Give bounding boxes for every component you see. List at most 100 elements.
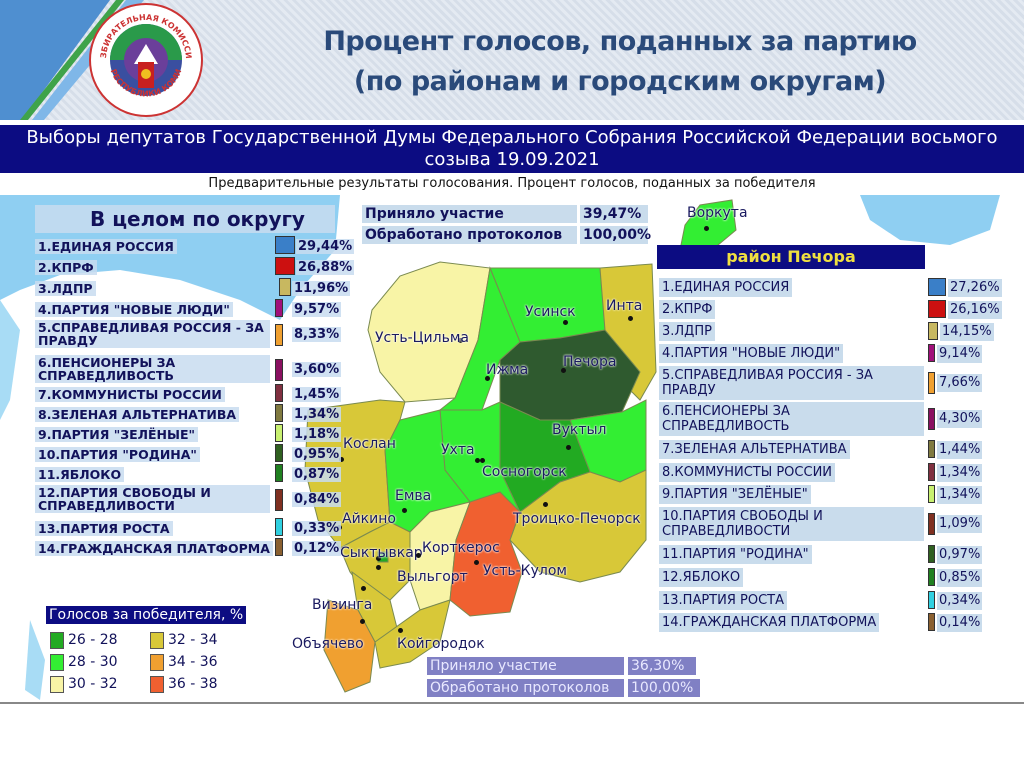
party-label: 12.ПАРТИЯ СВОБОДЫ И СПРАВЕДЛИВОСТИ xyxy=(35,485,270,513)
party-label: 7.ЗЕЛЕНАЯ АЛЬТЕРНАТИВА xyxy=(659,440,850,459)
party-bar xyxy=(928,300,946,318)
city-label: Усть-Цильма xyxy=(375,330,469,346)
map-area: Воркута Усть-Цильма Усинск Инта Ижма Печора Ву… xyxy=(0,195,1024,703)
party-label: 5.СПРАВЕДЛИВАЯ РОССИЯ - ЗА ПРАВДУ xyxy=(659,366,924,400)
region-Койгородок[interactable] xyxy=(374,599,451,669)
legend-range: 30 - 32 xyxy=(68,676,118,692)
party-label: 6.ПЕНСИОНЕРЫ ЗА СПРАВЕДЛИВОСТЬ xyxy=(659,402,924,436)
party-label: 2.КПРФ xyxy=(35,260,97,275)
party-bar xyxy=(275,404,283,422)
city-dot-icon xyxy=(628,316,633,321)
party-percent: 14,15% xyxy=(940,323,994,341)
region-Троицко-Печорск[interactable] xyxy=(509,469,647,583)
city-label: Кослан xyxy=(343,436,396,452)
city-label: Сыктывкар xyxy=(340,545,423,561)
turnout-label: Приняло участие xyxy=(362,205,577,223)
banner-line-1: Выборы депутатов Государственной Думы Фе… xyxy=(26,127,998,148)
turnout-label: Приняло участие xyxy=(427,657,624,675)
legend-range: 34 - 36 xyxy=(168,654,218,670)
city-label: Усть-Кулом xyxy=(483,563,567,579)
party-label: 6.ПЕНСИОНЕРЫ ЗА СПРАВЕДЛИВОСТЬ xyxy=(35,355,270,383)
party-percent: 27,26% xyxy=(948,279,1002,297)
map-svg xyxy=(0,195,1000,700)
city-dot-icon xyxy=(704,226,709,231)
legend-swatch xyxy=(50,654,64,671)
city-dot-icon xyxy=(398,628,403,633)
city-label: Воркута xyxy=(687,205,748,221)
party-bar xyxy=(928,485,935,503)
city-label: Ухта xyxy=(441,442,475,458)
party-label: 4.ПАРТИЯ "НОВЫЕ ЛЮДИ" xyxy=(35,302,233,317)
party-bar xyxy=(928,372,935,394)
party-label: 13.ПАРТИЯ РОСТА xyxy=(659,591,787,610)
party-bar xyxy=(928,613,935,631)
city-label: Объячево xyxy=(292,636,364,652)
city-dot-icon xyxy=(416,553,421,558)
party-label: 8.КОММУНИСТЫ РОССИИ xyxy=(659,463,836,482)
city-dot-icon xyxy=(475,458,480,463)
party-label: 14.ГРАЖДАНСКАЯ ПЛАТФОРМА xyxy=(35,541,273,556)
legend-title: Голосов за победителя, % xyxy=(46,606,247,624)
city-label: Емва xyxy=(395,488,432,504)
party-percent: 4,30% xyxy=(937,410,983,428)
party-percent: 1,34% xyxy=(937,486,983,504)
party-bar xyxy=(928,278,946,296)
party-label: 9.ПАРТИЯ "ЗЕЛЁНЫЕ" xyxy=(35,427,199,442)
city-dot-icon xyxy=(458,338,463,343)
party-bar xyxy=(928,545,935,563)
city-dot-icon xyxy=(361,586,366,591)
city-label: Инта xyxy=(606,298,643,314)
party-percent: 0,14% xyxy=(937,614,983,632)
region-Усть-Кулом[interactable] xyxy=(449,491,523,617)
party-percent: 9,14% xyxy=(937,345,983,363)
city-dot-icon xyxy=(563,320,568,325)
city-dot-icon xyxy=(561,368,566,373)
party-percent: 1,34% xyxy=(292,407,342,422)
party-bar xyxy=(275,464,283,482)
city-dot-icon xyxy=(543,502,548,507)
party-label: 2.КПРФ xyxy=(659,300,716,319)
party-label: 7.КОММУНИСТЫ РОССИИ xyxy=(35,387,225,402)
party-bar xyxy=(928,408,935,430)
city-label: Ижма xyxy=(486,362,529,378)
turnout-value: 36,30% xyxy=(628,657,696,675)
results-subtitle: Предварительные результаты голосования. … xyxy=(208,176,816,191)
page-title-line-1: Процент голосов, поданных за партию xyxy=(323,26,917,57)
party-percent: 0,33% xyxy=(292,521,342,536)
party-bar xyxy=(928,568,935,586)
party-bar xyxy=(928,440,935,458)
sea-shape xyxy=(0,300,20,420)
legend-swatch xyxy=(50,676,64,693)
party-label: 1.ЕДИНАЯ РОССИЯ xyxy=(35,239,177,254)
city-label: Айкино xyxy=(342,511,396,527)
legend-range: 36 - 38 xyxy=(168,676,218,692)
party-percent: 1,44% xyxy=(937,441,983,459)
party-bar xyxy=(275,257,295,275)
processed-value: 100,00% xyxy=(580,226,651,244)
party-label: 10.ПАРТИЯ СВОБОДЫ И СПРАВЕДЛИВОСТИ xyxy=(659,507,924,541)
party-percent: 1,09% xyxy=(937,515,983,533)
party-percent: 0,84% xyxy=(292,492,342,507)
party-label: 9.ПАРТИЯ "ЗЕЛЁНЫЕ" xyxy=(659,485,811,504)
party-bar xyxy=(928,513,935,535)
party-bar xyxy=(275,236,295,254)
turnout-value: 39,47% xyxy=(580,205,648,223)
city-label: Выльгорт xyxy=(397,569,468,585)
party-percent: 7,66% xyxy=(937,374,983,392)
city-label: Вуктыл xyxy=(552,422,607,438)
party-percent: 26,16% xyxy=(948,301,1002,319)
election-banner: Выборы депутатов Государственной Думы Фе… xyxy=(0,125,1024,173)
party-percent: 29,44% xyxy=(296,239,355,254)
city-label: Усинск xyxy=(525,304,576,320)
legend-swatch xyxy=(150,632,164,649)
party-bar xyxy=(275,384,283,402)
party-bar xyxy=(928,591,935,609)
legend-swatch xyxy=(150,676,164,693)
city-label: Койгородок xyxy=(397,636,485,652)
party-percent: 1,34% xyxy=(937,464,983,482)
city-dot-icon xyxy=(402,508,407,513)
party-percent: 0,12% xyxy=(292,541,342,556)
party-label: 14.ГРАЖДАНСКАЯ ПЛАТФОРМА xyxy=(659,613,880,632)
party-bar xyxy=(928,322,938,340)
party-percent: 0,34% xyxy=(937,592,983,610)
